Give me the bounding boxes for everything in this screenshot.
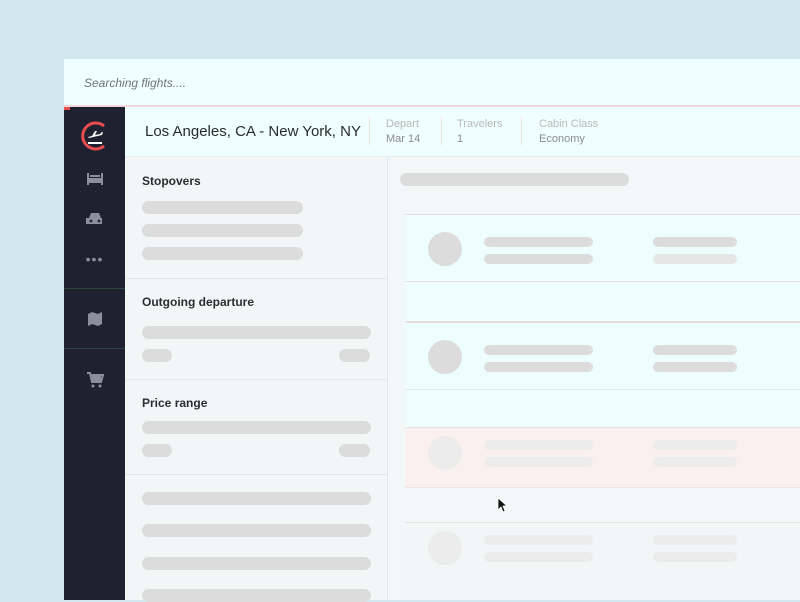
car-icon[interactable] <box>64 207 125 231</box>
flight-card-skeleton[interactable] <box>405 522 800 600</box>
skeleton-line <box>653 552 737 562</box>
skeleton-line <box>653 237 737 247</box>
flight-card-skeleton[interactable] <box>405 214 800 321</box>
hotel-bed-icon[interactable] <box>64 167 125 191</box>
skeleton-max <box>339 444 370 457</box>
skeleton-slider <box>142 421 371 434</box>
route-title[interactable]: Los Angeles, CA - New York, NY <box>145 123 361 140</box>
filter-stopovers: Stopovers <box>125 157 388 279</box>
skeleton-line <box>142 492 371 505</box>
skeleton-avatar <box>428 340 462 374</box>
skeleton-line <box>653 457 737 467</box>
skeleton-line <box>653 362 737 372</box>
skeleton-line <box>484 345 593 355</box>
divider <box>64 348 125 349</box>
skeleton-line <box>142 589 371 602</box>
skeleton-line <box>484 254 593 264</box>
search-status-bar: Searching flights.... <box>64 59 800 107</box>
filter-outgoing-departure: Outgoing departure <box>125 279 388 380</box>
skeleton-line <box>142 557 371 570</box>
filters-panel: Stopovers Outgoing departure Price range <box>125 157 388 602</box>
sidebar: ••• <box>64 107 125 600</box>
skeleton-line <box>142 224 303 237</box>
flight-card-skeleton[interactable] <box>405 321 800 427</box>
skeleton-line <box>653 345 737 355</box>
mouse-cursor-icon <box>497 497 509 519</box>
skeleton-line <box>484 237 593 247</box>
skeleton-avatar <box>428 436 462 470</box>
skeleton-slider <box>142 326 371 339</box>
search-status: Searching flights.... <box>84 76 187 90</box>
skeleton-line <box>484 535 593 545</box>
divider <box>64 288 125 289</box>
depart-field[interactable]: Depart Mar 14 <box>386 118 421 145</box>
cabin-class-field[interactable]: Cabin Class Economy <box>539 118 599 145</box>
map-icon[interactable] <box>64 307 125 331</box>
skeleton-avatar <box>428 232 462 266</box>
skeleton-avatar <box>428 531 462 565</box>
flight-icon[interactable] <box>77 119 111 153</box>
skeleton-line <box>484 552 593 562</box>
skeleton-max <box>339 349 370 362</box>
skeleton-line <box>142 247 303 260</box>
skeleton-line <box>484 362 593 372</box>
skeleton-line <box>142 524 371 537</box>
trip-summary-header: Los Angeles, CA - New York, NY Depart Mar… <box>125 107 800 157</box>
skeleton-results-heading <box>400 173 629 186</box>
skeleton-min <box>142 349 172 362</box>
skeleton-line <box>653 535 737 545</box>
progress-indicator <box>64 107 70 110</box>
skeleton-line <box>142 201 303 214</box>
flight-card-skeleton[interactable] <box>405 427 800 522</box>
skeleton-line <box>484 457 593 467</box>
skeleton-line <box>484 440 593 450</box>
skeleton-line <box>653 440 737 450</box>
results-panel <box>389 157 800 600</box>
skeleton-min <box>142 444 172 457</box>
more-icon[interactable]: ••• <box>85 251 104 267</box>
travelers-field[interactable]: Travelers 1 <box>457 118 503 145</box>
skeleton-line <box>653 254 737 264</box>
filter-price-range: Price range <box>125 380 388 475</box>
app-window: Searching flights.... ••• Los Angeles, C… <box>64 59 800 602</box>
cart-icon[interactable] <box>64 368 125 392</box>
